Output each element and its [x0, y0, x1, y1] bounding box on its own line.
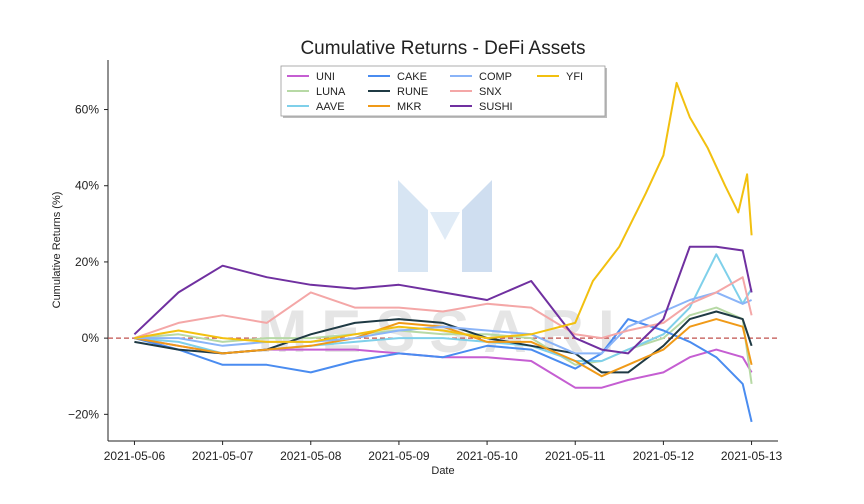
legend-label-luna: LUNA — [316, 86, 346, 98]
series-line-yfi — [134, 81, 753, 343]
y-axis-label: Cumulative Returns (%) — [51, 192, 63, 309]
x-tick-label: 2021-05-12 — [633, 449, 695, 463]
legend-label-aave: AAVE — [316, 101, 345, 113]
series-line-mkr — [134, 318, 753, 378]
legend-box — [280, 65, 606, 117]
y-tick-label: 20% — [75, 255, 99, 269]
legend-label-snx: SNX — [479, 86, 502, 98]
y-tick-label: −20% — [68, 407, 99, 421]
x-tick-label: 2021-05-07 — [192, 449, 254, 463]
x-tick-label: 2021-05-10 — [456, 449, 518, 463]
series-line-snx — [134, 276, 753, 340]
x-tick-label: 2021-05-11 — [545, 449, 606, 463]
legend-label-cake: CAKE — [397, 71, 427, 83]
y-tick-label: 0% — [82, 331, 100, 345]
watermark-logo-left — [398, 180, 428, 272]
axes — [107, 60, 778, 442]
watermark: MESSARI — [257, 180, 615, 365]
x-axis-label: Date — [431, 465, 454, 477]
legend: UNI LUNA AAVE CAKE RUNE MKR COMP SNX SUSHI YFI — [280, 65, 607, 118]
y-tick-label: 60% — [75, 103, 99, 117]
y-tick-label: 40% — [75, 179, 99, 193]
x-tick-label: 2021-05-06 — [104, 449, 166, 463]
x-tick-label: 2021-05-08 — [280, 449, 342, 463]
legend-label-sushi: SUSHI — [479, 101, 513, 113]
x-axis-ticks: 2021-05-06 2021-05-07 2021-05-08 2021-05-09… — [104, 441, 783, 463]
x-tick-label: 2021-05-13 — [721, 449, 783, 463]
chart-title: Cumulative Returns - DeFi Assets — [300, 38, 585, 59]
x-tick-label: 2021-05-09 — [368, 449, 430, 463]
watermark-logo-mid — [430, 212, 460, 240]
y-axis-ticks: −20% 0% 20% 40% 60% — [68, 103, 108, 421]
series-line-cake — [134, 318, 753, 423]
legend-label-rune: RUNE — [397, 86, 428, 98]
legend-label-uni: UNI — [316, 71, 335, 83]
series-line-sushi — [133, 245, 753, 355]
series-line-comp — [134, 291, 752, 355]
legend-label-comp: COMP — [479, 71, 512, 83]
series-layer — [133, 81, 753, 423]
legend-label-yfi: YFI — [566, 71, 583, 83]
watermark-logo-right — [462, 180, 492, 272]
legend-label-mkr: MKR — [397, 101, 422, 113]
